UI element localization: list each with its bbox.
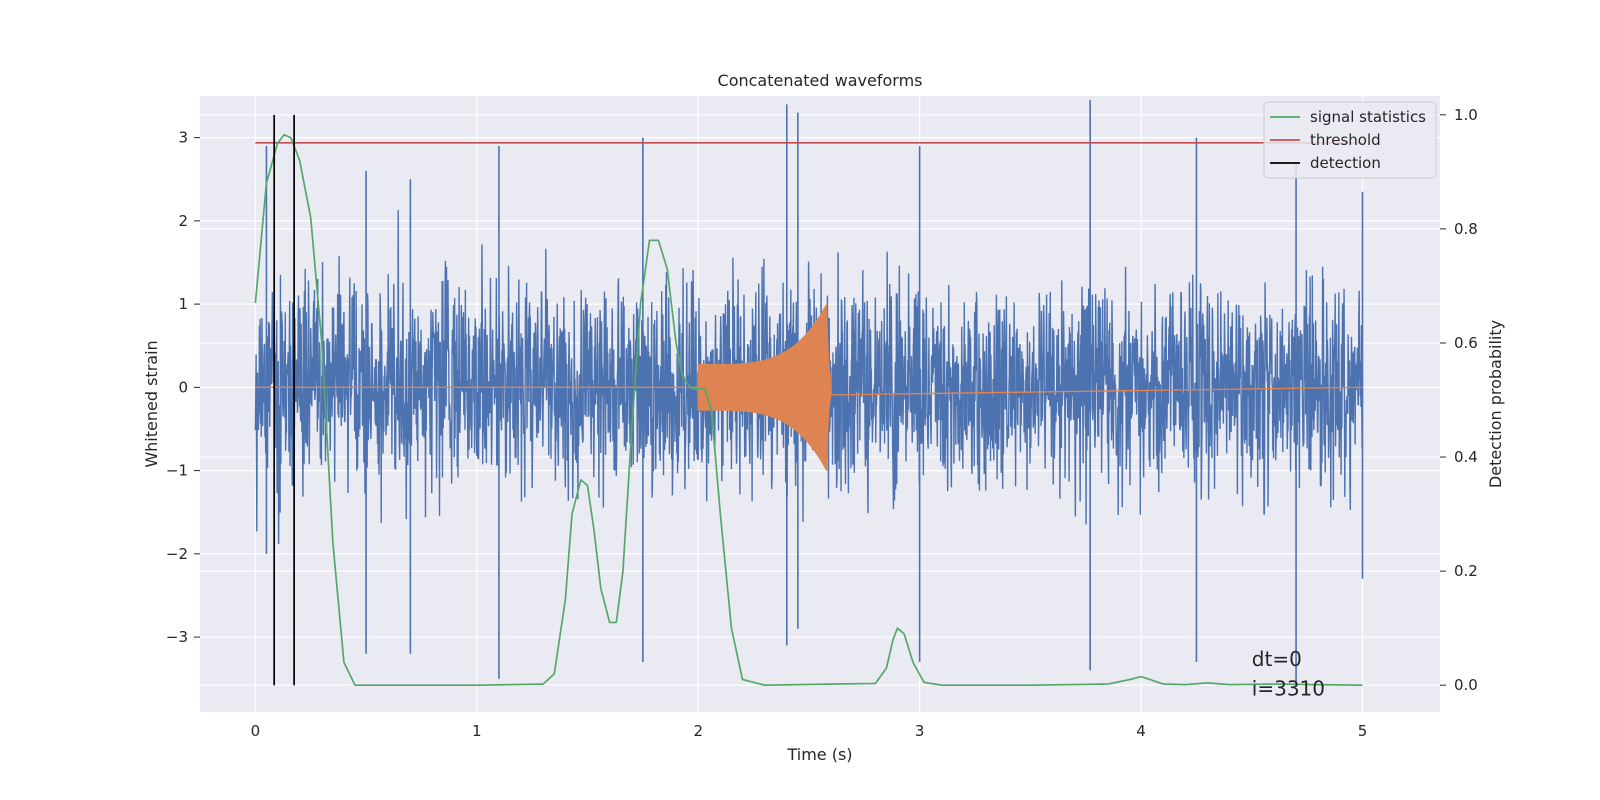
y-tick-label: 0 — [178, 378, 188, 396]
y2-tick-label: 0.8 — [1454, 220, 1478, 238]
y2-tick-label: 1.0 — [1454, 106, 1478, 124]
x-tick-label: 1 — [472, 722, 482, 740]
x-tick-label: 5 — [1358, 722, 1368, 740]
y-tick-label: −3 — [166, 628, 188, 646]
legend-label: threshold — [1310, 131, 1381, 149]
injection-series-line — [255, 304, 1363, 471]
x-axis-label: Time (s) — [786, 745, 852, 764]
x-tick-label: 3 — [915, 722, 925, 740]
annotation-dt: dt=0 — [1252, 647, 1302, 671]
y-tick-label: −2 — [166, 545, 188, 563]
legend: signal statistics threshold detection — [1263, 101, 1437, 179]
x-tick-label: 4 — [1136, 722, 1146, 740]
chart-title: Concatenated waveforms — [718, 71, 923, 90]
x-tick-label: 2 — [693, 722, 703, 740]
axes-ticks: 0 1 2 3 4 5 −3 −2 −1 0 1 2 3 0.0 0.2 0.4 0.6 0.8 1.0 — [166, 106, 1478, 740]
y-tick-label: −1 — [166, 462, 188, 480]
legend-box — [1263, 101, 1437, 179]
legend-label: signal statistics — [1310, 108, 1426, 126]
y2-tick-label: 0.4 — [1454, 448, 1478, 466]
y2-tick-label: 0.2 — [1454, 562, 1478, 580]
legend-label: detection — [1310, 154, 1381, 172]
y-axis-label: Whitened strain — [142, 340, 161, 467]
y2-tick-label: 0.0 — [1454, 676, 1478, 694]
y2-axis-label: Detection probability — [1486, 320, 1505, 488]
signal-statistics-line — [254, 133, 1363, 687]
y-tick-label: 3 — [178, 129, 188, 147]
y2-tick-label: 0.6 — [1454, 334, 1478, 352]
noise-series-line — [254, 210, 1364, 544]
x-tick-label: 0 — [251, 722, 261, 740]
y-tick-label: 2 — [178, 212, 188, 230]
y-tick-label: 1 — [178, 295, 188, 313]
annotation-index: i=3310 — [1252, 676, 1325, 700]
